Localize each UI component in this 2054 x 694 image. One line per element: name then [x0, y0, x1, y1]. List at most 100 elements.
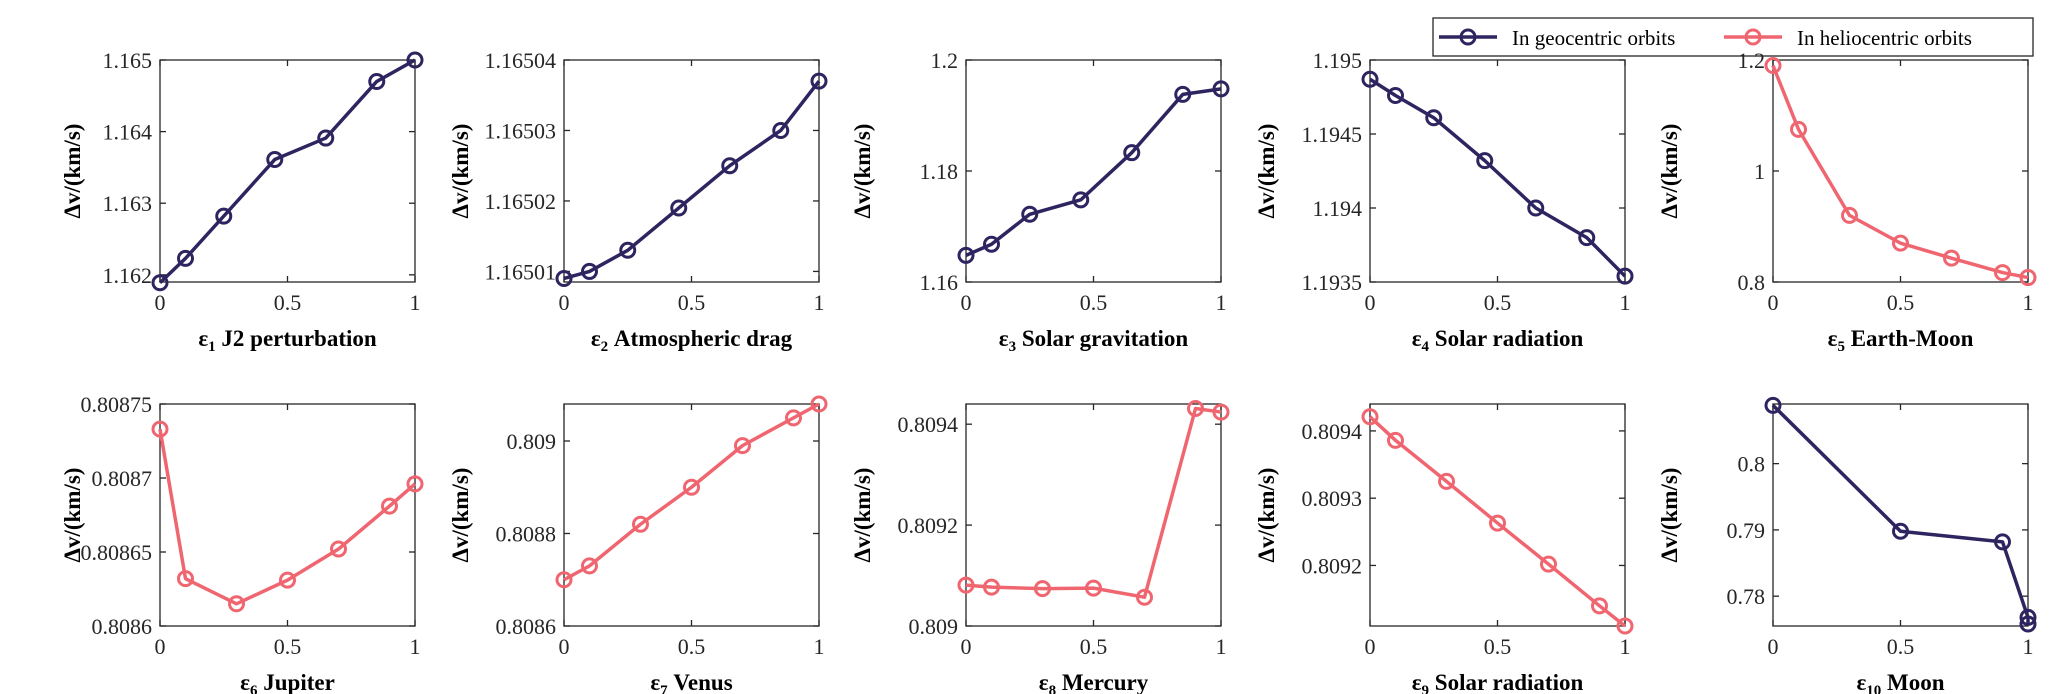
y-tick-label: 0.78 — [1727, 584, 1766, 609]
y-tick-label: 1.16503 — [485, 118, 557, 143]
x-tick-label: 1 — [1620, 634, 1631, 659]
y-tick-label: 1.194 — [1313, 196, 1363, 221]
data-point — [1892, 522, 1909, 540]
data-point — [1174, 85, 1192, 103]
y-axis-label: Δv/(km/s) — [448, 124, 473, 219]
x-label-subscript: 10 — [1866, 683, 1881, 694]
data-point — [1425, 109, 1443, 127]
data-point — [381, 497, 398, 515]
data-point — [1361, 70, 1379, 88]
x-tick-label: 0 — [961, 290, 972, 315]
series-line — [965, 87, 1222, 257]
x-tick-label: 0.5 — [1080, 634, 1108, 659]
x-tick-label: 1 — [2023, 634, 2034, 659]
x-tick-label: 1 — [1216, 634, 1227, 659]
data-point — [581, 262, 598, 280]
axes-box — [563, 59, 820, 283]
x-label-subscript: 4 — [1422, 339, 1430, 355]
series-line — [1771, 404, 2030, 625]
x-label-symbol: ε — [240, 670, 250, 694]
y-tick-label: 1.162 — [103, 263, 153, 288]
y-tick-label: 0.80875 — [81, 392, 153, 417]
data-point — [1994, 264, 2011, 282]
y-tick-label: 0.79 — [1727, 518, 1766, 543]
x-label-title: Earth-Moon — [1845, 326, 1974, 351]
data-point — [721, 157, 739, 175]
data-point — [1438, 472, 1455, 490]
y-tick-label: 1.164 — [103, 120, 153, 145]
x-axis-label: ε9 Solar radiation — [1412, 670, 1584, 694]
x-label-subscript: 2 — [601, 339, 609, 355]
data-point — [177, 570, 194, 588]
data-point — [1387, 431, 1404, 449]
y-tick-label: 0.8094 — [898, 412, 959, 437]
x-axis-label: ε1 J2 perturbation — [198, 326, 377, 355]
x-tick-label: 0 — [1365, 634, 1376, 659]
data-point — [1136, 588, 1153, 606]
x-axis-label: ε2 Atmospheric drag — [591, 326, 793, 355]
axes-box — [1772, 403, 2029, 627]
series-line — [158, 428, 417, 606]
x-label-title: Solar radiation — [1429, 670, 1583, 694]
data-point — [368, 72, 386, 90]
x-tick-label: 0 — [559, 634, 570, 659]
y-tick-label: 0.8086 — [496, 614, 557, 639]
axes-box — [965, 403, 1222, 627]
x-tick-label: 0 — [1768, 290, 1779, 315]
data-point — [810, 72, 828, 90]
data-point — [406, 51, 424, 69]
y-tick-label: 1.1945 — [1302, 122, 1363, 147]
y-tick-label: 1 — [1754, 159, 1765, 184]
data-point — [1994, 533, 2011, 551]
data-point — [1591, 597, 1608, 615]
x-tick-label: 0 — [1365, 290, 1376, 315]
data-point — [2019, 269, 2037, 287]
y-tick-label: 0.8092 — [898, 513, 959, 538]
y-tick-label: 0.80865 — [81, 540, 153, 565]
data-point — [151, 274, 169, 292]
x-tick-label: 0.5 — [1887, 290, 1915, 315]
series-line — [1369, 77, 1627, 278]
data-point — [279, 571, 296, 589]
x-label-symbol: ε — [1039, 670, 1049, 694]
data-point — [151, 420, 169, 438]
x-label-title: Atmospheric drag — [608, 326, 792, 351]
panel-6: 0 0.5 1 0.8086 0.80865 0.8087 0.80875 ε6 Jupite… — [60, 392, 424, 694]
data-point — [785, 409, 802, 427]
data-point — [1021, 205, 1039, 223]
x-tick-label: 0 — [1768, 634, 1779, 659]
data-point — [1212, 403, 1230, 421]
x-tick-label: 0 — [155, 290, 166, 315]
data-point — [555, 571, 573, 589]
x-tick-label: 1 — [1620, 290, 1631, 315]
data-point — [734, 437, 751, 455]
x-label-symbol: ε — [1856, 670, 1866, 694]
series-line — [1771, 64, 2029, 280]
data-point — [1387, 87, 1404, 105]
data-point — [330, 540, 347, 558]
y-axis-label: Δv/(km/s) — [850, 124, 875, 219]
y-tick-label: 0.8088 — [496, 522, 557, 547]
x-tick-label: 0.5 — [1887, 634, 1915, 659]
data-point — [772, 121, 790, 139]
y-tick-label: 1.163 — [103, 191, 153, 216]
y-axis-label: Δv/(km/s) — [448, 468, 473, 563]
y-tick-label: 1.195 — [1313, 48, 1363, 73]
data-point — [1187, 400, 1204, 418]
y-tick-label: 0.809 — [909, 614, 959, 639]
x-axis-label: ε4 Solar radiation — [1412, 326, 1584, 355]
data-point — [1123, 144, 1141, 162]
x-label-subscript: 6 — [250, 683, 258, 694]
panel-5: 0 0.5 1 0.8 1 1.2 ε5 Earth-Moon Δv/(km/s) — [1657, 48, 2037, 355]
data-point — [317, 129, 335, 147]
y-tick-label: 0.8 — [1738, 452, 1766, 477]
data-point — [1764, 396, 1782, 414]
y-axis-label: Δv/(km/s) — [1254, 124, 1279, 219]
x-label-subscript: 3 — [1009, 339, 1017, 355]
data-point — [1212, 80, 1230, 98]
y-axis-label: Δv/(km/s) — [1657, 468, 1682, 563]
y-tick-label: 1.16 — [920, 270, 959, 295]
data-point — [619, 241, 637, 259]
x-axis-label: ε5 Earth-Moon — [1828, 326, 1974, 355]
